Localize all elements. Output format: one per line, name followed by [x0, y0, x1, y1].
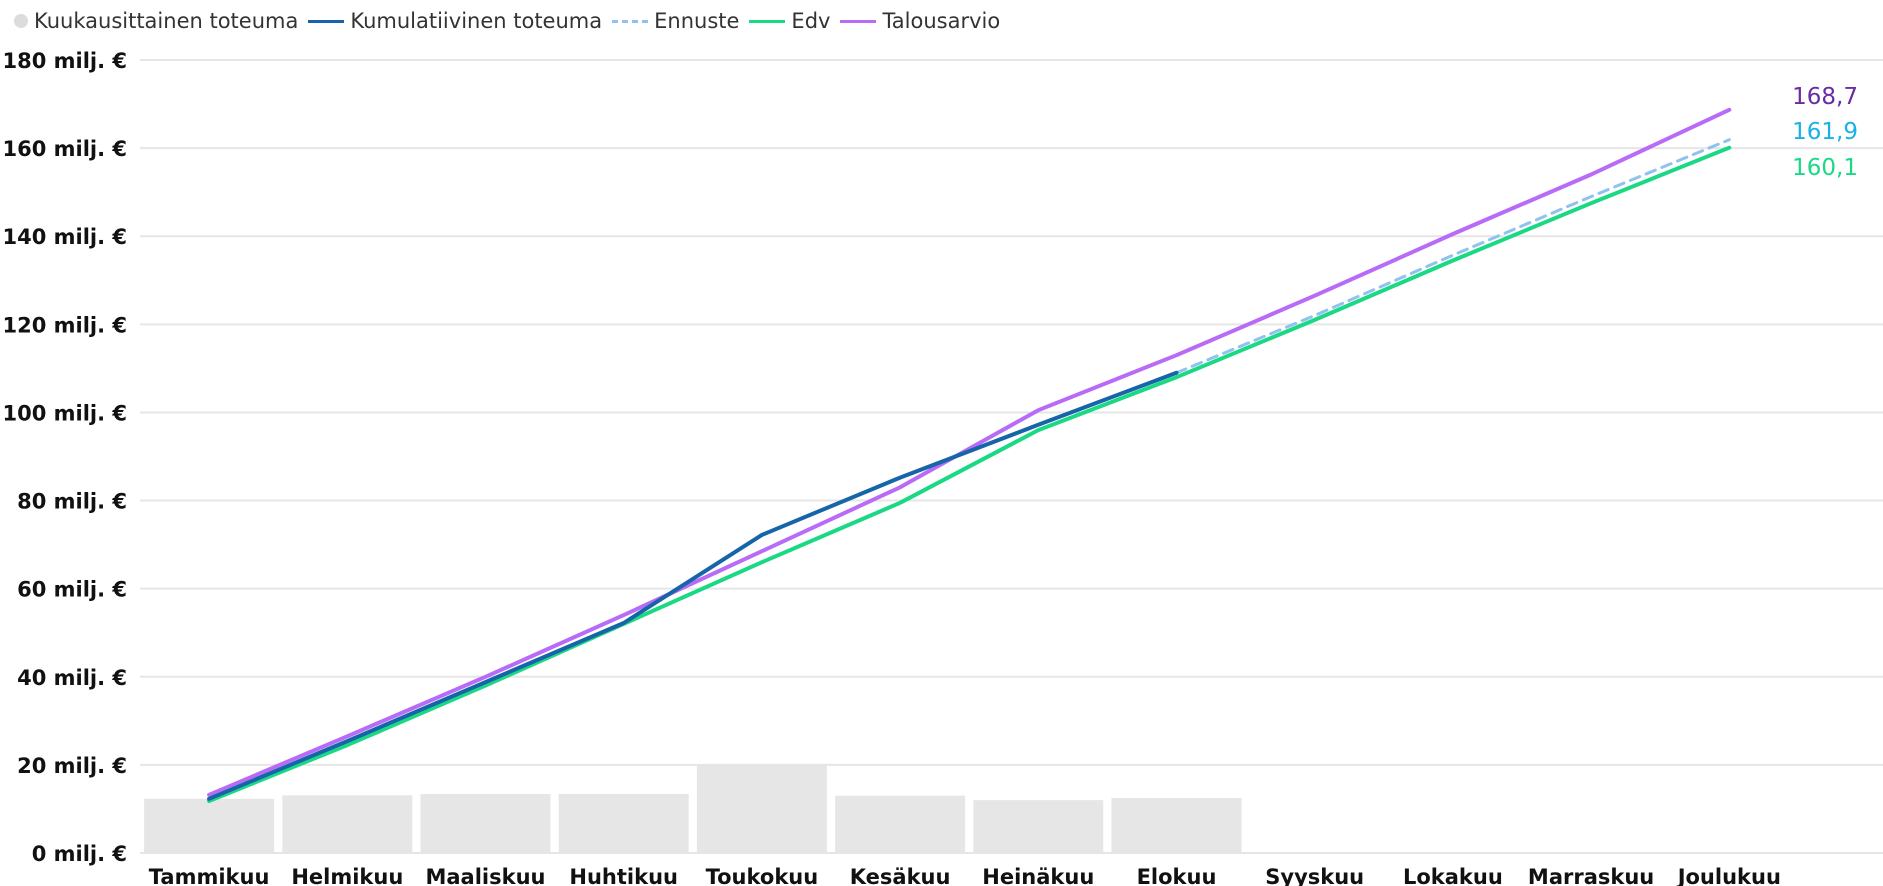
bar-monthly-actual	[973, 800, 1104, 853]
end-value-label: 168,7	[1792, 84, 1858, 110]
x-tick-label: Tammikuu	[149, 865, 270, 886]
y-tick-label: 140 milj. €	[2, 225, 127, 249]
bar-monthly-actual	[144, 798, 275, 853]
x-tick-label: Toukokuu	[706, 865, 819, 886]
y-tick-label: 160 milj. €	[2, 137, 127, 161]
x-tick-label: Kesäkuu	[850, 865, 951, 886]
legend-item-budget[interactable]: Talousarvio	[840, 9, 1000, 33]
y-tick-label: 60 milj. €	[17, 578, 127, 602]
x-tick-label: Syyskuu	[1265, 865, 1364, 886]
bar-monthly-actual	[558, 793, 689, 853]
series-line	[207, 107, 1732, 797]
y-tick-label: 100 milj. €	[2, 401, 127, 425]
legend-swatch-forecast	[612, 19, 649, 23]
x-tick-label: Lokakuu	[1403, 865, 1503, 886]
series-line	[207, 370, 1179, 801]
legend-item-forecast[interactable]: Ennuste	[612, 9, 739, 33]
legend-label-cumulative: Kumulatiivinen toteuma	[350, 9, 603, 33]
y-tick-label: 80 milj. €	[17, 490, 127, 514]
legend-swatch-previous-year	[749, 19, 786, 23]
bar-monthly-actual	[1111, 797, 1242, 853]
legend-item-previous-year[interactable]: Edv	[749, 9, 830, 33]
y-tick-label: 180 milj. €	[2, 49, 127, 73]
end-value-label: 160,1	[1792, 155, 1858, 181]
chart-legend: Kuukausittainen toteuma Kumulatiivinen t…	[14, 6, 1010, 36]
legend-label-budget: Talousarvio	[882, 9, 1001, 33]
legend-label-forecast: Ennuste	[654, 9, 740, 33]
legend-item-monthly[interactable]: Kuukausittainen toteuma	[14, 9, 298, 33]
x-tick-label: Heinäkuu	[982, 865, 1094, 886]
series-line	[1175, 138, 1731, 375]
bar-monthly-actual	[420, 793, 551, 853]
x-tick-label: Maaliskuu	[425, 865, 545, 886]
x-tick-label: Marraskuu	[1528, 865, 1654, 886]
y-tick-label: 0 milj. €	[32, 842, 127, 866]
series-line	[207, 145, 1732, 803]
x-tick-label: Huhtikuu	[569, 865, 678, 886]
bar-monthly-actual	[282, 795, 413, 853]
end-value-label: 161,9	[1792, 119, 1858, 145]
legend-swatch-budget	[840, 19, 877, 23]
bar-monthly-actual	[835, 795, 966, 853]
y-tick-label: 120 milj. €	[2, 313, 127, 337]
x-tick-label: Helmikuu	[291, 865, 403, 886]
legend-label-monthly: Kuukausittainen toteuma	[34, 9, 299, 33]
y-tick-label: 40 milj. €	[17, 666, 127, 690]
bar-monthly-actual	[696, 764, 827, 853]
y-tick-label: 20 milj. €	[17, 754, 127, 778]
x-tick-label: Elokuu	[1137, 865, 1217, 886]
x-tick-label: Joulukuu	[1676, 865, 1781, 886]
legend-item-cumulative[interactable]: Kumulatiivinen toteuma	[308, 9, 602, 33]
legend-label-previous-year: Edv	[791, 9, 831, 33]
legend-swatch-monthly	[14, 14, 28, 28]
legend-swatch-cumulative	[308, 19, 345, 23]
